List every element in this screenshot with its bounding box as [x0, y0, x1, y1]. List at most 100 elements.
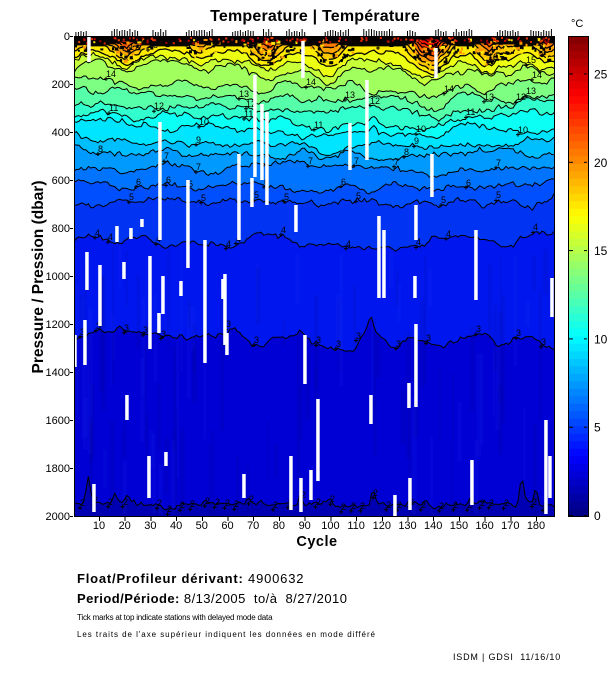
svg-text:Temperature | Température: Temperature | Température — [210, 8, 420, 25]
svg-text:2: 2 — [80, 498, 85, 508]
svg-text:10: 10 — [416, 124, 426, 134]
svg-text:11: 11 — [314, 120, 323, 130]
svg-text:Tick marks at top indicate sta: Tick marks at top indicate stations with… — [77, 613, 273, 622]
svg-text:2: 2 — [180, 500, 185, 510]
svg-text:4: 4 — [108, 232, 113, 242]
svg-text:2: 2 — [190, 499, 195, 509]
svg-text:2: 2 — [467, 500, 472, 510]
svg-text:8: 8 — [404, 147, 409, 157]
svg-text:0: 0 — [594, 509, 601, 523]
svg-text:3: 3 — [226, 319, 231, 329]
svg-text:6: 6 — [188, 179, 193, 189]
svg-text:15: 15 — [526, 55, 536, 65]
svg-text:14: 14 — [106, 69, 116, 79]
svg-text:2: 2 — [373, 488, 378, 498]
svg-text:100: 100 — [321, 520, 339, 532]
svg-text:Cycle: Cycle — [296, 534, 337, 550]
svg-text:7: 7 — [394, 157, 399, 167]
svg-text:11: 11 — [109, 103, 118, 113]
svg-text:2: 2 — [489, 498, 494, 508]
svg-text:180: 180 — [527, 520, 545, 532]
svg-text:70: 70 — [247, 520, 259, 532]
svg-text:120: 120 — [373, 520, 391, 532]
svg-text:140: 140 — [424, 520, 442, 532]
svg-text:13: 13 — [239, 89, 249, 99]
svg-text:4: 4 — [226, 239, 231, 249]
svg-text:2: 2 — [157, 498, 162, 508]
svg-text:1400: 1400 — [46, 367, 70, 379]
svg-text:2: 2 — [397, 500, 402, 510]
svg-text:3: 3 — [336, 339, 341, 349]
svg-text:°C: °C — [571, 18, 583, 30]
svg-text:20: 20 — [594, 156, 608, 170]
svg-text:13: 13 — [484, 92, 494, 102]
svg-text:8: 8 — [98, 144, 103, 154]
svg-text:5: 5 — [254, 190, 259, 200]
svg-text:2: 2 — [330, 494, 335, 504]
svg-text:16: 16 — [488, 52, 498, 62]
svg-text:9: 9 — [196, 135, 201, 145]
svg-text:5: 5 — [356, 191, 361, 201]
svg-text:1000: 1000 — [46, 271, 70, 283]
svg-text:4: 4 — [416, 237, 421, 247]
svg-text:13: 13 — [345, 90, 355, 100]
svg-text:20: 20 — [119, 520, 131, 532]
svg-text:15: 15 — [594, 244, 608, 258]
svg-text:2: 2 — [205, 496, 210, 506]
svg-text:3: 3 — [124, 323, 129, 333]
svg-text:2: 2 — [351, 501, 356, 511]
svg-text:200: 200 — [52, 79, 70, 91]
svg-text:3: 3 — [143, 325, 148, 335]
svg-text:90: 90 — [299, 520, 311, 532]
svg-text:400: 400 — [52, 127, 70, 139]
svg-text:3: 3 — [316, 335, 321, 345]
svg-text:1600: 1600 — [46, 415, 70, 427]
svg-text:4: 4 — [281, 225, 286, 235]
svg-text:3: 3 — [80, 327, 85, 337]
svg-text:2: 2 — [439, 501, 444, 511]
svg-text:600: 600 — [52, 175, 70, 187]
svg-text:3: 3 — [396, 339, 401, 349]
svg-text:2: 2 — [167, 504, 172, 514]
svg-text:2: 2 — [123, 497, 128, 507]
svg-text:2: 2 — [421, 500, 426, 510]
svg-text:Pressure / Pression (dbar): Pressure / Pression (dbar) — [30, 181, 47, 374]
svg-text:25: 25 — [594, 68, 608, 82]
svg-text:50: 50 — [196, 520, 208, 532]
svg-text:4: 4 — [95, 228, 100, 238]
svg-text:12: 12 — [246, 99, 256, 109]
svg-text:5: 5 — [284, 192, 289, 202]
svg-text:ISDM | GDSI 11/16/10: ISDM | GDSI 11/16/10 — [453, 652, 561, 662]
svg-text:11: 11 — [244, 109, 253, 119]
svg-text:16: 16 — [378, 38, 388, 48]
svg-text:800: 800 — [52, 223, 70, 235]
svg-text:1800: 1800 — [46, 463, 70, 475]
svg-text:2: 2 — [532, 497, 537, 507]
svg-text:Les traits de l'axe supérieur: Les traits de l'axe supérieur indiquent … — [77, 630, 376, 639]
svg-text:3: 3 — [541, 337, 546, 347]
svg-text:30: 30 — [144, 520, 156, 532]
svg-text:11: 11 — [466, 107, 475, 117]
svg-text:2: 2 — [386, 500, 391, 510]
svg-text:12: 12 — [370, 96, 380, 106]
svg-text:10: 10 — [199, 117, 209, 127]
svg-text:0: 0 — [64, 31, 70, 43]
svg-text:2: 2 — [301, 490, 306, 500]
svg-text:2: 2 — [215, 497, 220, 507]
svg-text:150: 150 — [450, 520, 468, 532]
svg-text:7: 7 — [496, 158, 501, 168]
svg-text:2: 2 — [249, 494, 254, 504]
svg-text:3: 3 — [356, 331, 361, 341]
svg-text:3: 3 — [254, 335, 259, 345]
svg-text:4: 4 — [346, 239, 351, 249]
svg-text:2: 2 — [341, 502, 346, 512]
svg-text:110: 110 — [347, 520, 365, 532]
svg-text:5: 5 — [594, 421, 601, 435]
svg-text:130: 130 — [398, 520, 416, 532]
svg-text:3: 3 — [426, 333, 431, 343]
svg-text:2000: 2000 — [46, 511, 70, 523]
svg-text:6: 6 — [341, 177, 346, 187]
svg-text:2: 2 — [225, 498, 230, 508]
svg-text:12: 12 — [516, 92, 526, 102]
svg-text:2: 2 — [480, 498, 485, 508]
